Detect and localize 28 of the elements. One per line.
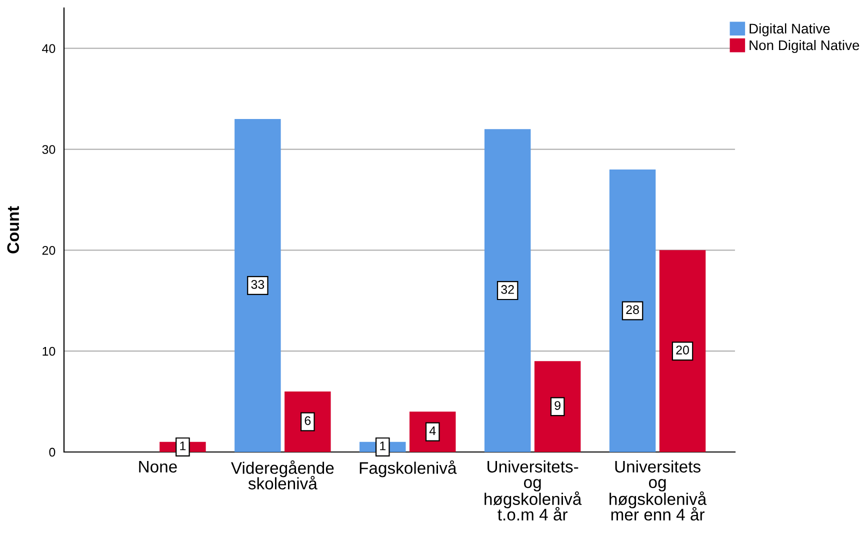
data-label: 1 <box>380 442 386 450</box>
x-tick-label: Universitets og høgskolenivå mer enn 4 år <box>610 460 707 521</box>
data-label: 6 <box>304 416 311 426</box>
legend-label: Non Digital Native <box>750 40 860 53</box>
y-tick-label: 20 <box>42 246 56 255</box>
y-tick-label: 10 <box>42 346 56 356</box>
data-label: 20 <box>676 346 689 354</box>
y-tick-label: 0 <box>49 448 56 457</box>
data-label: 32 <box>501 285 514 294</box>
x-tick-label: Universitets- og høgskolenivå t.o.m 4 år <box>484 460 582 521</box>
data-label: 9 <box>554 401 560 410</box>
bar <box>659 250 706 452</box>
data-label: 33 <box>251 280 264 289</box>
y-axis-title: Count <box>7 206 20 254</box>
bar <box>534 361 581 452</box>
bar <box>284 391 331 452</box>
legend-label: Digital Native <box>750 23 830 36</box>
y-tick-label: 40 <box>42 44 56 54</box>
data-label: 4 <box>429 426 436 436</box>
x-tick-label: None <box>139 460 177 473</box>
bar <box>609 169 656 452</box>
data-label: 28 <box>626 305 639 314</box>
bar <box>234 119 281 452</box>
x-tick-label: Videregående skolenivå <box>230 460 334 490</box>
x-tick-label: Fagskolenivå <box>360 460 457 478</box>
y-tick-label: 30 <box>42 145 56 154</box>
bar <box>484 129 531 452</box>
data-label: 1 <box>180 442 186 450</box>
